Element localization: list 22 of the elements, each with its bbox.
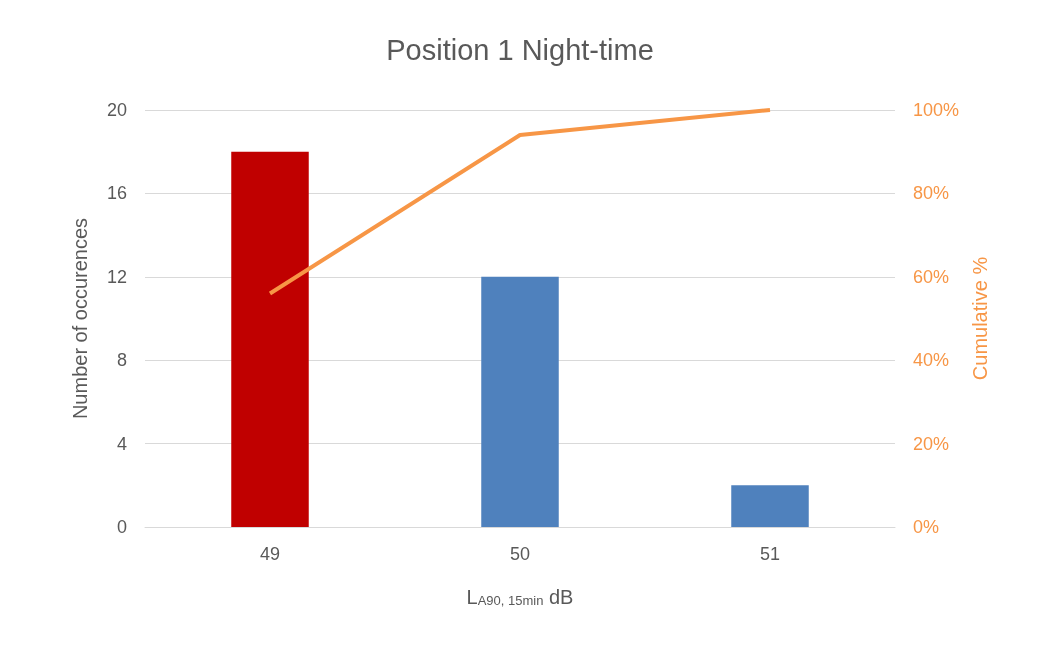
y-tick-label: 12 (106, 266, 127, 287)
x-tick-label: 49 (259, 544, 281, 564)
x-tick-label: 51 (759, 544, 781, 564)
y-tick-label: 16 (106, 183, 127, 204)
y-axis-title: Number of occurences (69, 217, 91, 420)
y-tick-label: 0 (116, 517, 127, 537)
bar (731, 485, 809, 527)
y2-tick-label: 20% (913, 433, 950, 454)
bar (481, 276, 559, 527)
y-tick-label: 8 (116, 350, 127, 371)
y2-tick-label: 40% (913, 350, 950, 371)
y-tick-label: 4 (116, 433, 127, 454)
y2-tick-label: 0% (913, 517, 940, 537)
x-tick-label: 50 (509, 544, 531, 564)
chart-title: Position 1 Night-time (386, 33, 654, 66)
y2-axis-title: Cumulative % (968, 256, 991, 381)
y2-tick-label: 60% (913, 266, 950, 287)
bar (231, 151, 309, 527)
y2-tick-label: 100% (913, 100, 960, 120)
y-tick-label: 20 (106, 100, 127, 120)
x-axis-title: LA90, 15min dB (466, 586, 574, 608)
y2-tick-label: 80% (913, 183, 950, 204)
